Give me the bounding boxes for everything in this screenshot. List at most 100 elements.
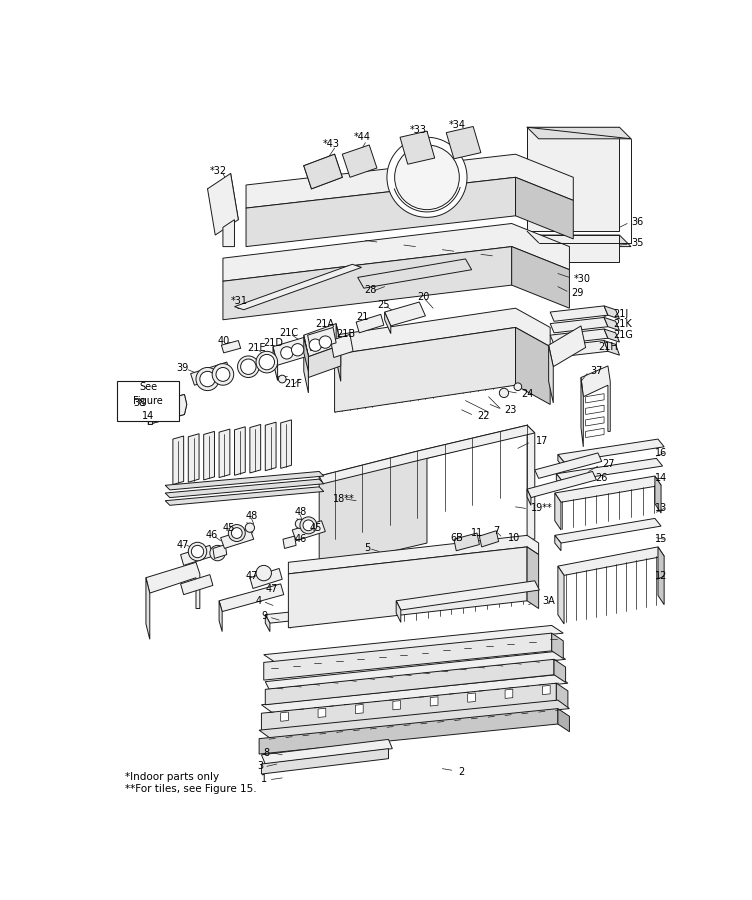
Polygon shape xyxy=(304,154,342,189)
Text: 24: 24 xyxy=(521,390,533,400)
Text: 8: 8 xyxy=(264,748,270,759)
Polygon shape xyxy=(308,328,336,350)
Polygon shape xyxy=(556,683,568,708)
Polygon shape xyxy=(454,533,479,551)
Polygon shape xyxy=(516,328,550,404)
Text: **For tiles, see Figure 15.: **For tiles, see Figure 15. xyxy=(125,784,256,794)
Polygon shape xyxy=(511,247,569,308)
Circle shape xyxy=(200,372,215,387)
Polygon shape xyxy=(556,458,663,482)
Text: 4: 4 xyxy=(256,596,262,606)
Circle shape xyxy=(499,388,508,398)
Text: 21E: 21E xyxy=(247,343,265,353)
Polygon shape xyxy=(342,145,377,177)
Text: 47: 47 xyxy=(265,584,277,594)
Text: 21J: 21J xyxy=(614,310,629,320)
Text: 21H: 21H xyxy=(598,342,617,352)
Polygon shape xyxy=(400,131,435,164)
Polygon shape xyxy=(356,314,384,333)
Circle shape xyxy=(278,375,286,382)
Polygon shape xyxy=(265,587,532,623)
Polygon shape xyxy=(527,127,631,139)
Polygon shape xyxy=(393,700,401,710)
Polygon shape xyxy=(558,454,564,468)
Polygon shape xyxy=(265,615,270,632)
Polygon shape xyxy=(384,302,426,326)
Circle shape xyxy=(309,339,322,351)
Polygon shape xyxy=(554,660,566,682)
Polygon shape xyxy=(555,493,561,530)
Polygon shape xyxy=(146,562,200,608)
Circle shape xyxy=(188,543,207,561)
Circle shape xyxy=(212,364,234,385)
Text: 3A: 3A xyxy=(542,596,555,606)
Text: 45: 45 xyxy=(223,523,235,533)
Circle shape xyxy=(280,346,293,359)
Polygon shape xyxy=(319,451,427,569)
Polygon shape xyxy=(180,574,213,595)
Text: 38: 38 xyxy=(133,398,145,408)
Text: 21B: 21B xyxy=(336,328,355,338)
Text: 48: 48 xyxy=(246,511,258,521)
Polygon shape xyxy=(148,404,152,425)
Polygon shape xyxy=(396,601,401,623)
Text: 21A: 21A xyxy=(315,319,335,328)
Text: 47: 47 xyxy=(246,572,259,581)
Polygon shape xyxy=(396,580,539,610)
Text: 16: 16 xyxy=(655,448,667,458)
Polygon shape xyxy=(246,177,516,247)
Polygon shape xyxy=(479,531,499,547)
Circle shape xyxy=(210,545,226,561)
Polygon shape xyxy=(384,312,391,334)
Circle shape xyxy=(196,367,219,391)
Polygon shape xyxy=(273,338,308,365)
Text: See
Figure
14: See Figure 14 xyxy=(133,382,163,421)
Polygon shape xyxy=(265,422,276,471)
Circle shape xyxy=(191,545,204,558)
Polygon shape xyxy=(318,708,326,717)
Polygon shape xyxy=(549,346,553,403)
Polygon shape xyxy=(555,518,661,543)
Text: *33: *33 xyxy=(409,124,426,135)
Circle shape xyxy=(319,336,332,348)
Polygon shape xyxy=(262,740,393,764)
Circle shape xyxy=(387,138,467,217)
Polygon shape xyxy=(550,329,608,345)
Polygon shape xyxy=(148,394,186,425)
Polygon shape xyxy=(331,335,353,357)
Text: 12: 12 xyxy=(655,572,667,581)
Text: 5: 5 xyxy=(364,544,370,554)
Polygon shape xyxy=(223,223,569,281)
Polygon shape xyxy=(527,235,620,262)
Polygon shape xyxy=(527,472,596,498)
Polygon shape xyxy=(581,366,610,431)
Text: 21C: 21C xyxy=(279,328,299,338)
Polygon shape xyxy=(356,705,363,714)
Text: *44: *44 xyxy=(354,132,371,142)
Polygon shape xyxy=(265,652,566,689)
Polygon shape xyxy=(235,427,245,475)
Text: 18**: 18** xyxy=(333,494,355,504)
Circle shape xyxy=(395,145,459,210)
Polygon shape xyxy=(219,584,284,612)
Text: 1: 1 xyxy=(262,774,268,785)
Polygon shape xyxy=(430,697,438,706)
Polygon shape xyxy=(288,536,538,574)
Polygon shape xyxy=(550,306,608,321)
Polygon shape xyxy=(188,434,199,482)
Polygon shape xyxy=(555,476,661,502)
Text: 46: 46 xyxy=(205,530,217,540)
Text: 47: 47 xyxy=(177,540,189,551)
Polygon shape xyxy=(259,700,569,739)
Polygon shape xyxy=(259,708,558,754)
Polygon shape xyxy=(586,417,604,426)
Circle shape xyxy=(292,344,304,356)
Polygon shape xyxy=(604,340,620,356)
Polygon shape xyxy=(552,633,563,659)
Polygon shape xyxy=(213,544,227,558)
Text: 27: 27 xyxy=(602,459,615,469)
Text: 14: 14 xyxy=(655,472,667,482)
Polygon shape xyxy=(223,247,511,320)
Polygon shape xyxy=(262,749,389,774)
Polygon shape xyxy=(516,177,573,238)
